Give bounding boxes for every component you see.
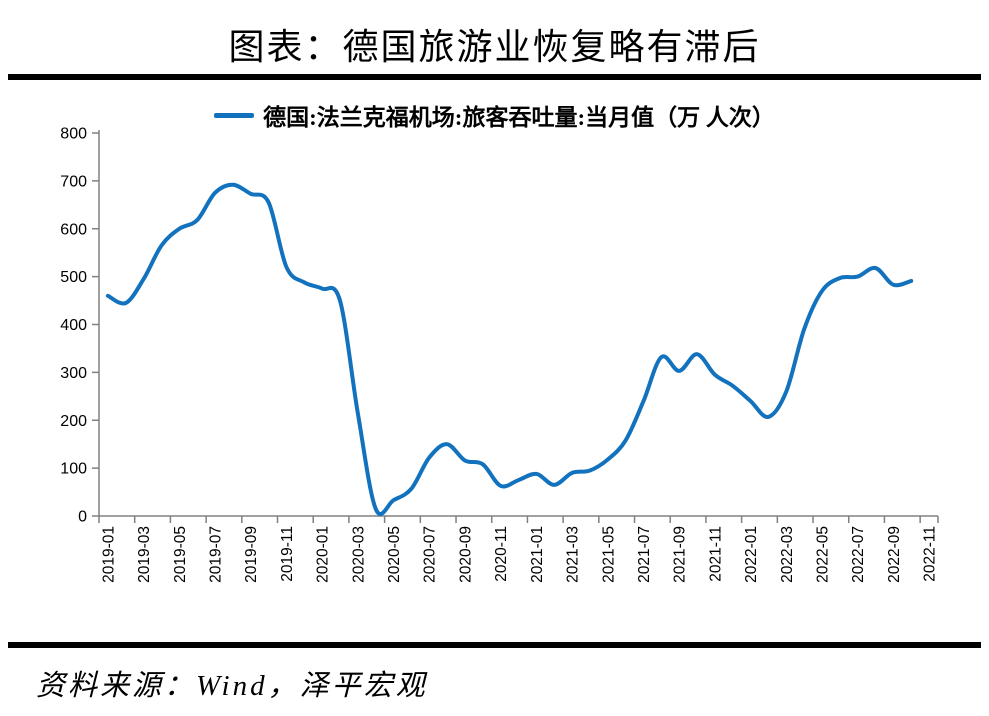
x-tick-label: 2022-03 <box>779 526 796 583</box>
x-tick-label: 2022-09 <box>886 526 903 583</box>
x-tick-label: 2020-05 <box>386 526 403 583</box>
y-tick-label: 400 <box>60 317 87 334</box>
y-tick-label: 200 <box>60 413 87 430</box>
x-tick-label: 2020-01 <box>315 526 332 583</box>
y-tick-label: 800 <box>60 126 87 143</box>
x-tick-label: 2022-11 <box>922 526 939 582</box>
y-tick-label: 0 <box>78 509 87 526</box>
x-tick-label: 2019-07 <box>208 526 225 583</box>
x-tick-label: 2022-07 <box>850 526 867 583</box>
x-tick-label: 2019-01 <box>100 526 117 583</box>
x-tick-label: 2019-03 <box>136 526 153 583</box>
y-tick-label: 100 <box>60 461 87 478</box>
title-divider-rule <box>8 74 981 80</box>
x-tick-label: 2021-11 <box>707 526 724 582</box>
y-tick-label: 700 <box>60 173 87 190</box>
x-tick-label: 2019-05 <box>172 526 189 583</box>
x-tick-label: 2020-11 <box>493 526 510 582</box>
legend-line-swatch <box>214 112 255 118</box>
legend: 德国:法兰克福机场:旅客吞吐量:当月值（万 人次） <box>0 98 989 132</box>
x-tick-label: 2019-09 <box>243 526 260 583</box>
source-divider-rule <box>8 642 981 648</box>
x-tick-label: 2020-07 <box>422 526 439 583</box>
x-tick-label: 2021-09 <box>672 526 689 583</box>
x-tick-label: 2020-09 <box>457 526 474 583</box>
x-tick-label: 2021-01 <box>529 526 546 583</box>
legend-label: 德国:法兰克福机场:旅客吞吐量:当月值（万 人次） <box>263 105 775 130</box>
y-tick-label: 300 <box>60 365 87 382</box>
source-text: 资料来源：Wind，泽平宏观 <box>36 670 428 702</box>
x-tick-label: 2021-07 <box>636 526 653 583</box>
x-tick-label: 2021-05 <box>600 526 617 583</box>
x-tick-label: 2019-11 <box>279 526 296 582</box>
x-tick-label: 2021-03 <box>565 526 582 583</box>
x-tick-label: 2022-05 <box>814 526 831 583</box>
x-tick-label: 2022-01 <box>743 526 760 583</box>
y-tick-label: 500 <box>60 269 87 286</box>
data-line-series <box>105 182 914 517</box>
y-tick-label: 600 <box>60 221 87 238</box>
x-tick-label: 2020-03 <box>350 526 367 583</box>
page-title: 图表：德国旅游业恢复略有滞后 <box>228 27 761 67</box>
